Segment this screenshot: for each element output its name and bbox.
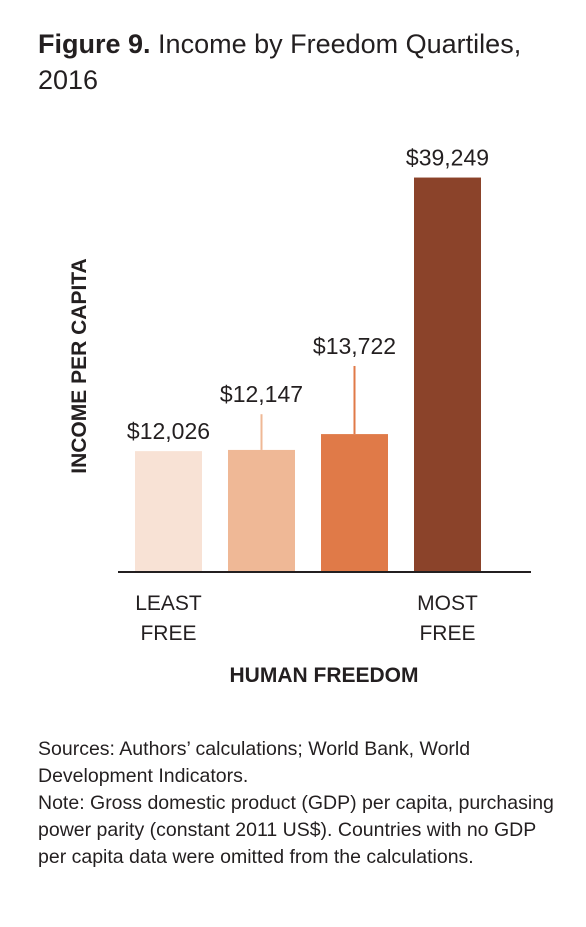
figure-title-text: Income by Freedom Quartiles, 2016: [38, 29, 522, 95]
tick-labels: LEAST FREE MOST FREE: [135, 592, 478, 645]
figure-title: Figure 9. Income by Freedom Quartiles, 2…: [38, 26, 538, 98]
bar-2: [228, 449, 295, 572]
x-tick-label-1-line-2: FREE: [140, 622, 196, 645]
bar-4: [414, 177, 481, 572]
x-tick-label-1-line-1: LEAST: [135, 592, 202, 615]
note-text: Note: Gross domestic product (GDP) per c…: [38, 792, 554, 868]
bars-layer: $12,026 $12,147 $13,722 $39,249: [127, 145, 489, 572]
y-axis-label: INCOME PER CAPITA: [68, 258, 91, 473]
x-tick-label-4-line-1: MOST: [417, 592, 478, 615]
sources-text: Sources: Authors’ calculations; World Ba…: [38, 738, 471, 787]
figure-label: Figure 9.: [38, 29, 151, 59]
x-tick-label-4-line-2: FREE: [419, 622, 475, 645]
bar-value-label-2: $12,147: [220, 381, 303, 407]
x-axis-label: HUMAN FREEDOM: [230, 664, 419, 687]
bar-chart: $12,026 $12,147 $13,722 $39,249 INCOME PER …: [68, 145, 531, 687]
bar-value-label-3: $13,722: [313, 333, 396, 359]
sources-note: Sources: Authors’ calculations; World Ba…: [38, 736, 558, 871]
bar-1: [135, 451, 202, 572]
bar-value-label-4: $39,249: [406, 145, 489, 171]
bar-value-label-1: $12,026: [127, 418, 210, 444]
bar-3: [321, 434, 388, 572]
